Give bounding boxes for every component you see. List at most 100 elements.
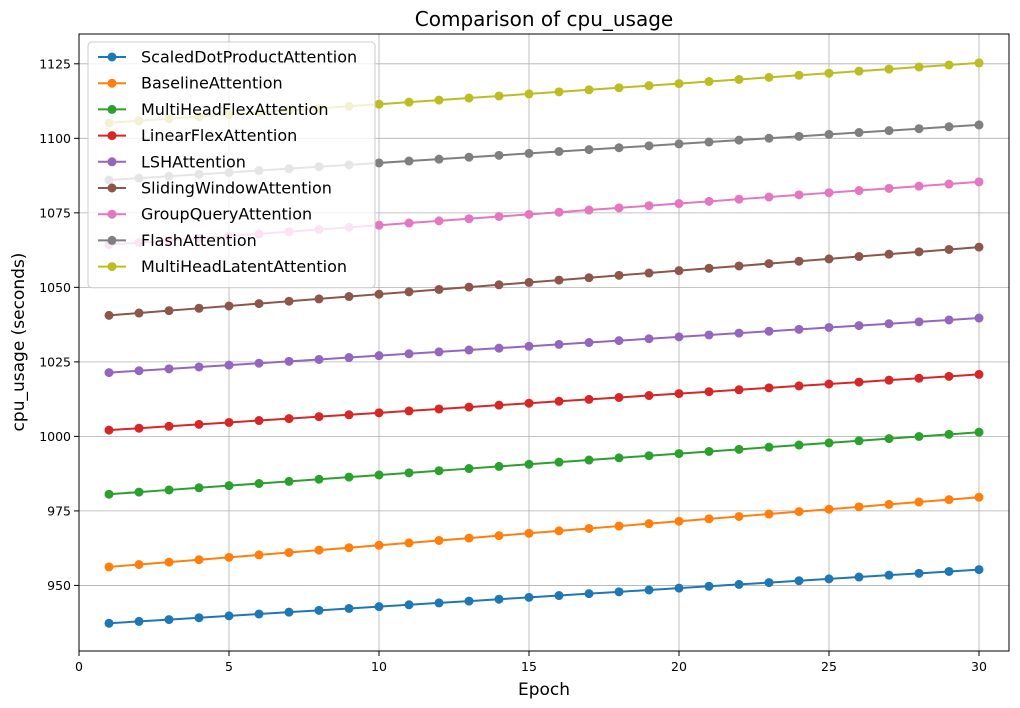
data-point [584,273,594,283]
data-point [344,543,354,553]
data-point [644,268,654,278]
data-point [164,306,174,316]
data-point [524,592,534,602]
data-point [224,360,234,370]
data-point [434,216,444,226]
y-tick-label: 1025 [39,354,71,369]
data-point [884,434,894,444]
data-point [824,379,834,389]
data-point [734,328,744,338]
legend-item: LinearFlexAttention [98,126,297,145]
data-point [284,356,294,366]
data-point [524,277,534,287]
data-point [884,375,894,385]
legend-item: GroupQueryAttention [98,205,312,224]
data-point [734,74,744,84]
data-point [584,455,594,465]
data-point [614,143,624,153]
legend-item: SlidingWindowAttention [98,179,332,198]
data-point [764,326,774,336]
data-point [854,377,864,387]
data-point [404,156,414,166]
data-point [824,574,834,584]
data-point [914,497,924,507]
data-point [674,449,684,459]
data-point [254,550,264,560]
x-tick-label: 20 [671,659,687,674]
legend-box [87,41,376,289]
data-point [344,410,354,420]
x-tick-label: 15 [521,659,537,674]
data-point [314,605,324,615]
data-point [464,282,474,292]
data-point [224,417,234,427]
data-point [464,402,474,412]
data-point [884,249,894,259]
x-tick-label: 30 [971,659,987,674]
data-point [314,354,324,364]
data-point [194,303,204,313]
data-point [974,369,984,379]
legend-swatch-marker [107,235,117,245]
data-point [434,598,444,608]
y-axis-label: cpu_usage (seconds) [9,253,29,432]
data-point [824,68,834,78]
y-tick-label: 1125 [39,56,71,71]
data-point [944,315,954,325]
legend-item: MultiHeadFlexAttention [98,100,328,119]
legend-item: MultiHeadLatentAttention [98,257,347,276]
data-point [554,339,564,349]
data-point [854,186,864,196]
data-point [734,511,744,521]
data-point [674,332,684,342]
data-point [374,220,384,230]
data-point [104,562,114,572]
legend-label: SlidingWindowAttention [141,179,332,198]
data-point [764,259,774,269]
data-point [374,602,384,612]
data-point [884,499,894,509]
data-point [524,398,534,408]
data-point [674,389,684,399]
data-point [914,181,924,191]
data-point [434,466,444,476]
y-tick-label: 950 [47,578,71,593]
data-point [704,196,714,206]
data-point [494,400,504,410]
data-point [974,58,984,68]
data-point [734,194,744,204]
data-point [914,317,924,327]
data-point [944,244,954,254]
data-point [644,451,654,461]
data-point [524,528,534,538]
data-point [614,392,624,402]
legend-swatch-marker [107,78,117,88]
data-point [554,207,564,217]
data-point [284,296,294,306]
data-point [734,261,744,271]
data-point [734,444,744,454]
data-point [704,581,714,591]
data-point [644,81,654,91]
data-point [464,214,474,224]
legend-item: FlashAttention [98,231,257,250]
data-point [704,263,714,273]
data-point [734,385,744,395]
data-point [494,594,504,604]
data-point [794,576,804,586]
data-point [404,287,414,297]
data-point [764,133,774,143]
data-point [974,427,984,437]
grid-lines [78,34,1009,651]
series-MultiHeadFlexAttention [104,427,984,499]
data-point [494,343,504,353]
data-point [764,192,774,202]
data-point [314,545,324,555]
data-point [704,77,714,87]
data-point [824,129,834,139]
data-point [194,362,204,372]
data-point [854,436,864,446]
data-point [974,177,984,187]
data-point [974,565,984,575]
data-point [944,371,954,381]
